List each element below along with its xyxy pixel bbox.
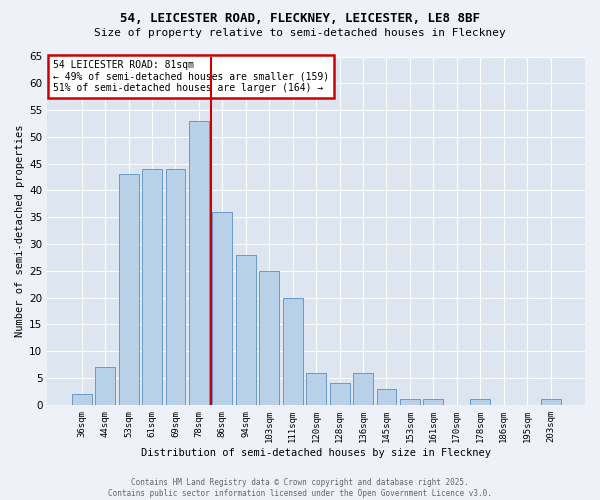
X-axis label: Distribution of semi-detached houses by size in Fleckney: Distribution of semi-detached houses by … (141, 448, 491, 458)
Text: 54, LEICESTER ROAD, FLECKNEY, LEICESTER, LE8 8BF: 54, LEICESTER ROAD, FLECKNEY, LEICESTER,… (120, 12, 480, 26)
Bar (166, 169, 185, 405)
Bar (283, 298, 302, 405)
Text: Contains HM Land Registry data © Crown copyright and database right 2025.
Contai: Contains HM Land Registry data © Crown c… (108, 478, 492, 498)
Bar (212, 212, 232, 405)
Bar (236, 255, 256, 405)
Bar (329, 384, 350, 405)
Bar (119, 174, 139, 405)
Bar (424, 400, 443, 405)
Bar (541, 400, 560, 405)
Text: 54 LEICESTER ROAD: 81sqm
← 49% of semi-detached houses are smaller (159)
51% of : 54 LEICESTER ROAD: 81sqm ← 49% of semi-d… (53, 60, 329, 93)
Bar (72, 394, 92, 405)
Y-axis label: Number of semi-detached properties: Number of semi-detached properties (15, 124, 25, 337)
Bar (259, 271, 279, 405)
Bar (377, 389, 397, 405)
Bar (142, 169, 162, 405)
Text: Size of property relative to semi-detached houses in Fleckney: Size of property relative to semi-detach… (94, 28, 506, 38)
Bar (353, 372, 373, 405)
Bar (189, 121, 209, 405)
Bar (306, 372, 326, 405)
Bar (400, 400, 420, 405)
Bar (95, 368, 115, 405)
Bar (470, 400, 490, 405)
